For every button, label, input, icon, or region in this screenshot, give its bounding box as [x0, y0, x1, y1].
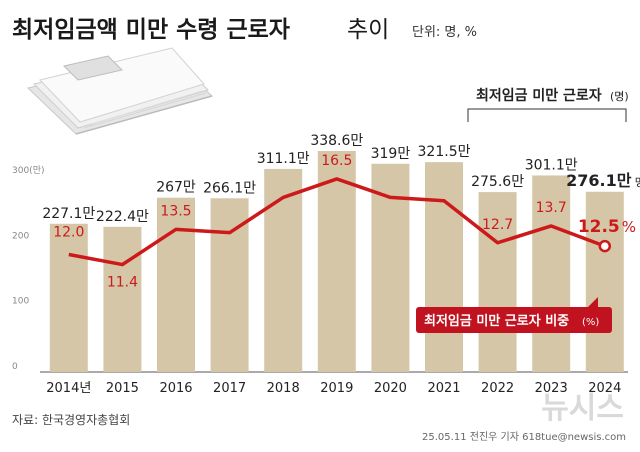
bar-value-label: 311.1만: [257, 151, 310, 167]
y-tick-label: 100: [12, 297, 29, 307]
bar-value-label: 276.1만: [566, 171, 632, 190]
unit-label: 단위: 명, %: [412, 25, 477, 40]
x-tick-label: 2024: [588, 381, 621, 396]
x-tick-label: 2017: [213, 381, 246, 396]
x-tick-label: 2023: [535, 381, 568, 396]
bar: [49, 223, 88, 372]
bar-legend-bracket: [467, 108, 627, 122]
bar: [478, 192, 517, 372]
bar: [157, 197, 195, 372]
watermark: 뉴시스: [541, 391, 624, 426]
line-value-label: 12.7: [482, 217, 513, 233]
source-text: 자료: 한국경영자총협회: [12, 413, 130, 427]
bar-legend-label: 최저임금 미만 근로자: [476, 88, 602, 104]
bar: [532, 175, 571, 372]
x-tick-label: 2018: [267, 381, 300, 396]
line-value-label: 12.5: [578, 217, 620, 237]
line-value-label: 13.7: [536, 200, 567, 216]
x-tick-label: 2015: [106, 381, 139, 396]
line-series: 12.0 11.4 13.5 16.5 12.7 13.7 12.5%: [53, 153, 636, 291]
line-legend-unit: (%): [582, 317, 599, 328]
bar-value-suffix: 명: [635, 176, 640, 189]
line-value-label: 12.0: [53, 225, 84, 241]
line-value-label: 13.5: [160, 203, 191, 219]
x-tick-label: 2014년: [46, 381, 91, 396]
money-envelope-icon: [26, 47, 214, 135]
bar-series: [49, 150, 624, 372]
bar-value-label: 267만: [156, 180, 196, 196]
bar-value-label: 266.1만: [203, 180, 256, 196]
bar: [585, 191, 624, 372]
y-tick-label: 300(만): [12, 165, 44, 176]
line-value-label: 16.5: [321, 153, 352, 169]
bar-value-label: 338.6만: [310, 133, 363, 149]
bar-legend-unit: (명): [610, 90, 629, 103]
bar: [103, 226, 142, 372]
line-legend: 최저임금 미만 근로자 비중 (%): [416, 297, 612, 333]
chart-title: 최저임금액 미만 수령 근로자: [12, 17, 290, 43]
x-tick-label: 2020: [374, 381, 407, 396]
y-tick-label: 0: [12, 362, 18, 372]
x-tick-label: 2021: [427, 381, 460, 396]
bar-value-label: 275.6만: [471, 174, 524, 190]
line-path: [68, 177, 606, 267]
chart-title-light: 추이: [347, 17, 389, 43]
x-tick-label: 2016: [159, 381, 192, 396]
line-legend-box: [416, 307, 612, 333]
bar-value-label: 227.1만: [42, 206, 95, 222]
bar-value-label: 301.1만: [525, 157, 578, 173]
credit-text: 25.05.11 전진우 기자 618tue@newsis.com: [422, 431, 626, 443]
bar-value-label: 319만: [371, 146, 411, 162]
line-legend-label: 최저임금 미만 근로자 비중: [424, 313, 569, 329]
y-tick-label: 200: [12, 231, 29, 241]
y-axis: 0 100 200 300(만): [12, 165, 44, 372]
line-end-marker: [598, 239, 612, 253]
line-legend-pointer: [588, 297, 598, 307]
bar: [264, 168, 303, 372]
bar: [425, 162, 463, 372]
bar: [210, 198, 249, 372]
x-axis-labels: 2014년 2015 2016 2017 2018 2019 2020 2021 2022 202…: [46, 381, 621, 396]
x-tick-label: 2022: [481, 381, 514, 396]
bar: [371, 163, 410, 372]
x-tick-label: 2019: [320, 381, 353, 396]
bar-value-label: 321.5만: [418, 144, 471, 160]
line-value-label: 11.4: [107, 275, 138, 291]
bar-value-label: 222.4만: [96, 209, 149, 225]
line-value-suffix: %: [622, 218, 636, 236]
bar: [317, 150, 356, 372]
